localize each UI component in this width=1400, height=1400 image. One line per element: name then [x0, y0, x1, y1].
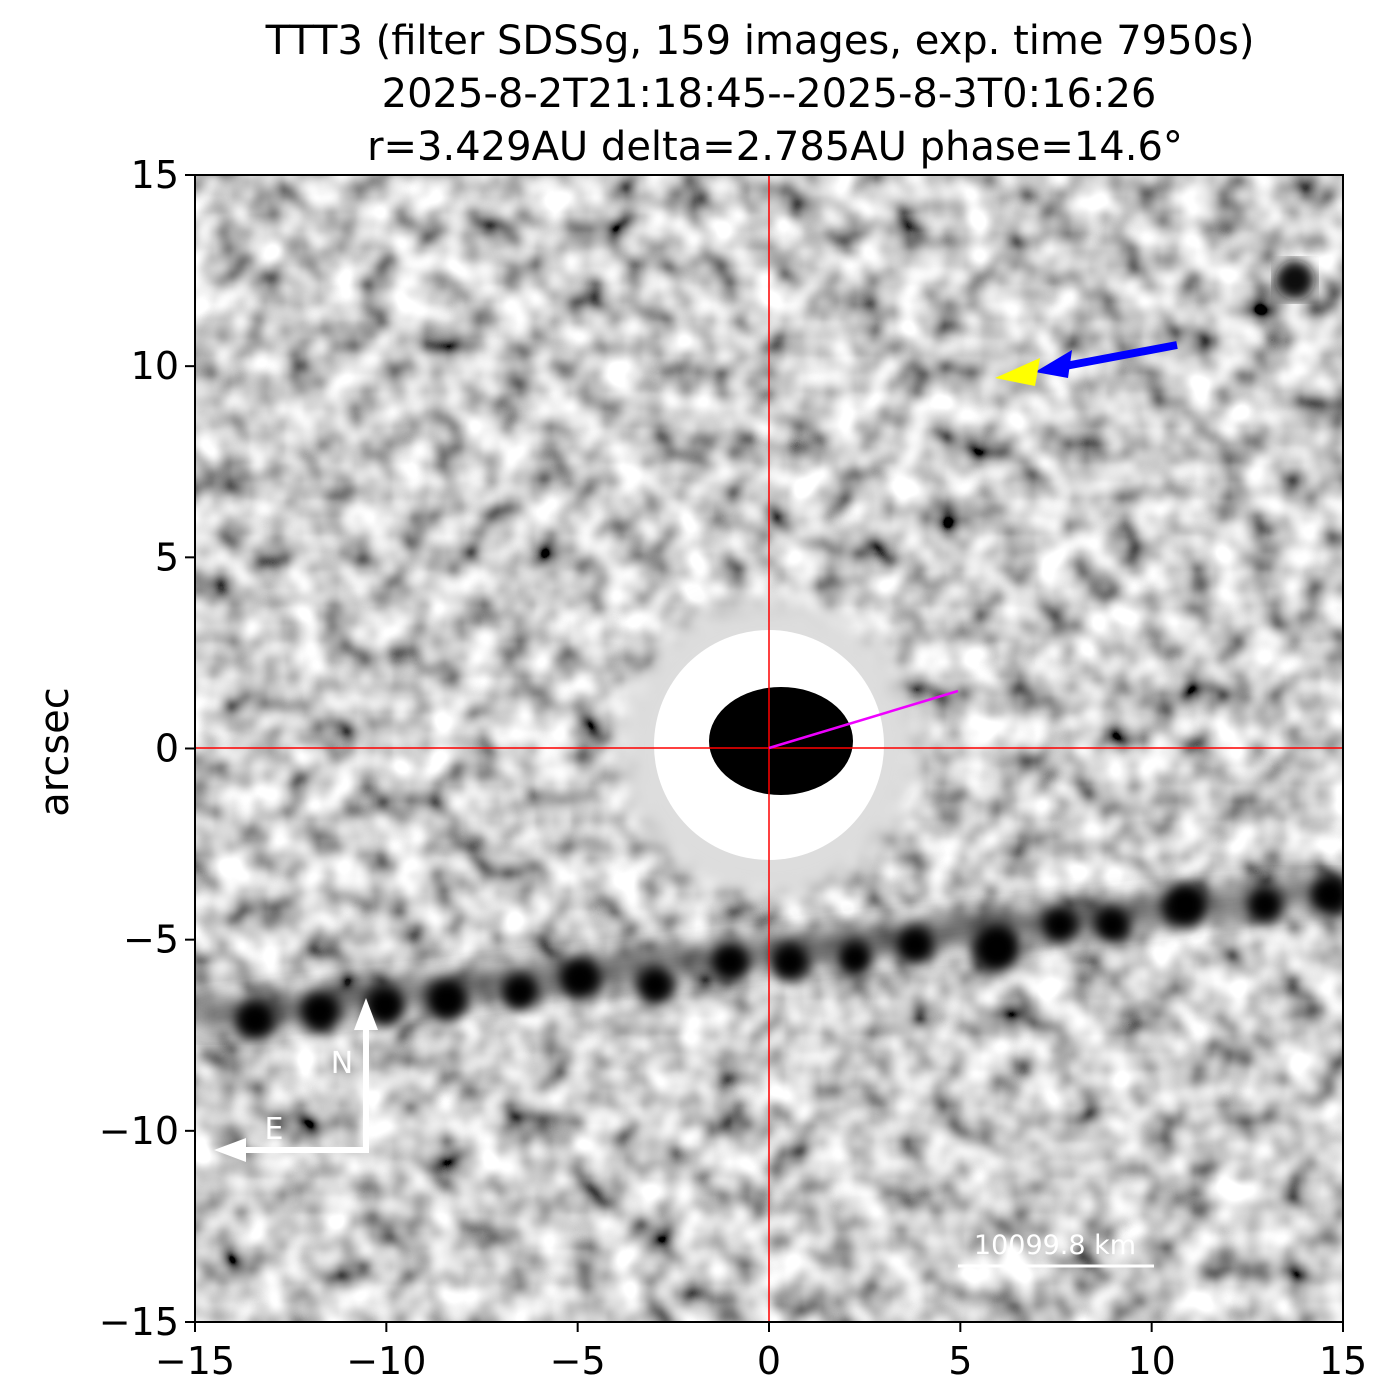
x-tick-label: 0 [757, 1339, 781, 1383]
y-tick-label: 5 [155, 535, 179, 579]
trail-star [235, 1000, 275, 1040]
trail-star [1247, 887, 1283, 923]
trail-star [896, 926, 934, 964]
velocity-arrow-head [1035, 350, 1072, 378]
title-line: r=3.429AU delta=2.785AU phase=14.6° [367, 124, 1183, 170]
x-tick-label: 10 [1127, 1339, 1175, 1383]
trail-star [973, 924, 1021, 972]
x-tick-label: −15 [155, 1339, 235, 1383]
y-tick-label: −10 [99, 1109, 179, 1153]
y-axis-label: arcsec [32, 687, 78, 817]
x-tick-label: 5 [948, 1339, 972, 1383]
trail-star [426, 979, 468, 1021]
y-tick-label: 0 [155, 727, 179, 771]
trail-star [1310, 875, 1343, 915]
image: N E 10099.8 km [195, 175, 1343, 1322]
star [1275, 260, 1315, 300]
north-label: N [331, 1046, 353, 1081]
trail-star [365, 986, 405, 1026]
title-line: TTT3 (filter SDSSg, 159 images, exp. tim… [265, 18, 1255, 64]
velocity-arrow [1059, 341, 1178, 371]
east-label: E [265, 1112, 284, 1147]
sun-direction [768, 689, 959, 750]
x-tick-label: −10 [346, 1339, 426, 1383]
y-tick-label: −15 [99, 1300, 179, 1344]
trail-star [559, 957, 601, 999]
trail-star [300, 992, 340, 1032]
y-tick-label: −5 [123, 918, 179, 962]
north-arrow-head [354, 998, 378, 1030]
east-arrow-head [214, 1138, 246, 1162]
nucleus [709, 687, 853, 795]
trail-star [636, 966, 674, 1004]
trail-star [771, 943, 809, 981]
x-tick-label: 15 [1319, 1339, 1367, 1383]
trail-star [711, 943, 749, 981]
title-line: 2025-8-2T21:18:45--2025-8-3T0:16:26 [382, 71, 1157, 117]
trail-star [501, 973, 539, 1011]
trail-star [1163, 883, 1207, 927]
trail-star [1042, 907, 1078, 943]
trail-star [837, 940, 873, 976]
y-tick-label: 10 [131, 344, 179, 388]
x-tick-label: −5 [550, 1339, 606, 1383]
motion-arrow [995, 358, 1040, 386]
trail-star [1094, 907, 1130, 943]
y-tick-label: 15 [131, 153, 179, 197]
star-trail [235, 875, 1343, 1040]
scale-bar-label: 10099.8 km [974, 1230, 1136, 1261]
